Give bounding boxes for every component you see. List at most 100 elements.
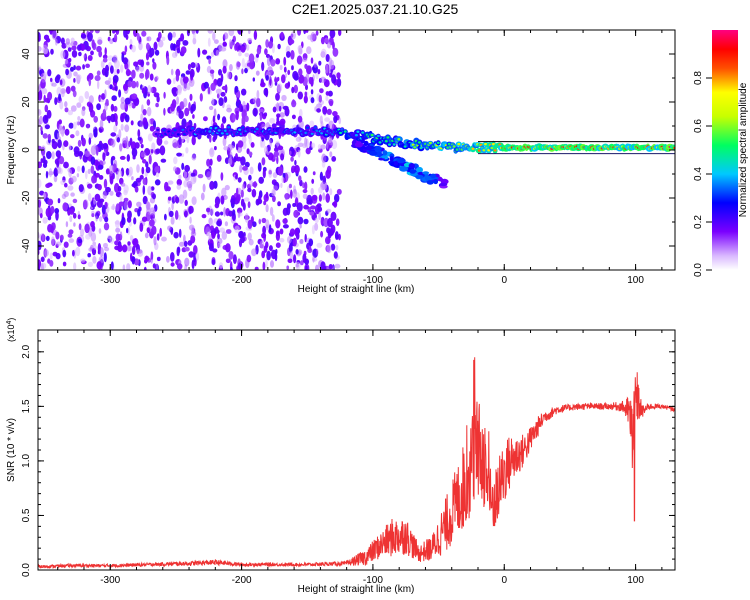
heatmap-cell [274,81,278,86]
heatmap-cell [279,64,283,71]
heatmap-cell [119,155,126,160]
heatmap-cell [57,153,61,159]
heatmap-cell [335,218,340,226]
heatmap-cell [38,109,42,116]
heatmap-cell [76,102,82,108]
heatmap-cell [110,65,114,74]
heatmap-cell [87,31,93,42]
heatmap-cell [154,49,160,56]
y-tick-label: 40 [21,48,32,60]
heatmap-cell [110,132,117,137]
heatmap-cell [183,169,188,179]
heatmap-cell [190,230,197,237]
heatmap-cell [312,255,315,263]
heatmap-cell [222,59,228,69]
heatmap-cell [119,194,123,202]
heatmap-cell [184,199,188,206]
heatmap-cell [320,36,325,45]
heatmap-cell [332,111,338,117]
heatmap-cell [221,85,228,91]
heatmap-cell [296,202,303,212]
heatmap-cell [338,117,342,125]
heatmap-cell [81,108,86,117]
heatmap-cell [275,58,281,65]
heatmap-cell [336,77,342,88]
heatmap-cell [306,46,312,55]
heatmap-cell [229,64,233,72]
heatmap-cell [238,230,245,239]
heatmap-cell [310,89,314,95]
heatmap-cell [336,188,342,195]
heatmap-cell [43,159,48,165]
y-tick-label: 1.5 [21,399,32,413]
heatmap-cell [68,229,74,235]
heatmap-cell [283,66,287,73]
heatmap-cell [119,143,123,152]
heatmap-cell [293,209,299,218]
heatmap-cell [246,254,252,263]
heatmap-cell [490,146,494,150]
heatmap-cell [108,164,115,174]
heatmap-cell [305,73,310,82]
heatmap-cell [186,82,191,91]
heatmap-cell [308,198,313,205]
heatmap-cell [225,132,229,135]
heatmap-cell [354,141,364,148]
heatmap-cell [186,180,193,189]
heatmap-cell [117,185,122,192]
spectrogram-marks [38,30,675,270]
heatmap-cell [330,211,337,221]
heatmap-cell [49,260,54,267]
heatmap-cell [236,187,239,196]
heatmap-cell [294,164,300,174]
y-tick-label: 0.0 [21,563,32,577]
heatmap-cell [156,128,160,132]
heatmap-cell [384,140,388,143]
heatmap-cell [120,123,124,131]
heatmap-cell [287,69,291,76]
heatmap-cell [102,108,107,118]
heatmap-cell [303,95,308,104]
heatmap-cell [81,165,85,174]
heatmap-cell [67,47,72,52]
heatmap-cell [275,92,280,101]
heatmap-cell [99,119,104,130]
heatmap-cell [50,48,54,55]
heatmap-cell [104,104,108,111]
heatmap-cell [140,59,145,68]
heatmap-cell [333,115,338,124]
heatmap-cell [408,163,415,169]
heatmap-cell [141,216,148,222]
heatmap-cell [314,217,319,224]
heatmap-cell [236,97,240,103]
heatmap-cell [172,77,176,85]
heatmap-cell [102,190,108,200]
heatmap-cell [272,106,277,113]
heatmap-cell [172,31,177,38]
heatmap-cell [275,249,278,255]
heatmap-cell [120,96,125,104]
heatmap-cell [62,202,68,212]
heatmap-cell [125,140,130,150]
heatmap-cell [297,142,304,147]
heatmap-cell [63,191,69,198]
heatmap-cell [250,142,255,148]
heatmap-cell [235,110,239,121]
heatmap-cell [288,39,295,45]
heatmap-cell [73,262,77,270]
heatmap-cell [80,258,86,263]
heatmap-cell [136,33,140,41]
heatmap-cell [325,169,331,179]
heatmap-cell [297,149,301,158]
heatmap-cell [45,235,50,242]
heatmap-cell [70,66,74,72]
colorbar-tick-label: 0.2 [693,215,704,229]
heatmap-cell [312,171,316,176]
heatmap-cell [98,198,105,203]
heatmap-cell [131,256,135,265]
heatmap-cell [296,55,303,65]
heatmap-cell [299,108,303,119]
heatmap-cell [206,171,212,181]
heatmap-cell [325,63,329,74]
heatmap-cell [288,183,292,189]
